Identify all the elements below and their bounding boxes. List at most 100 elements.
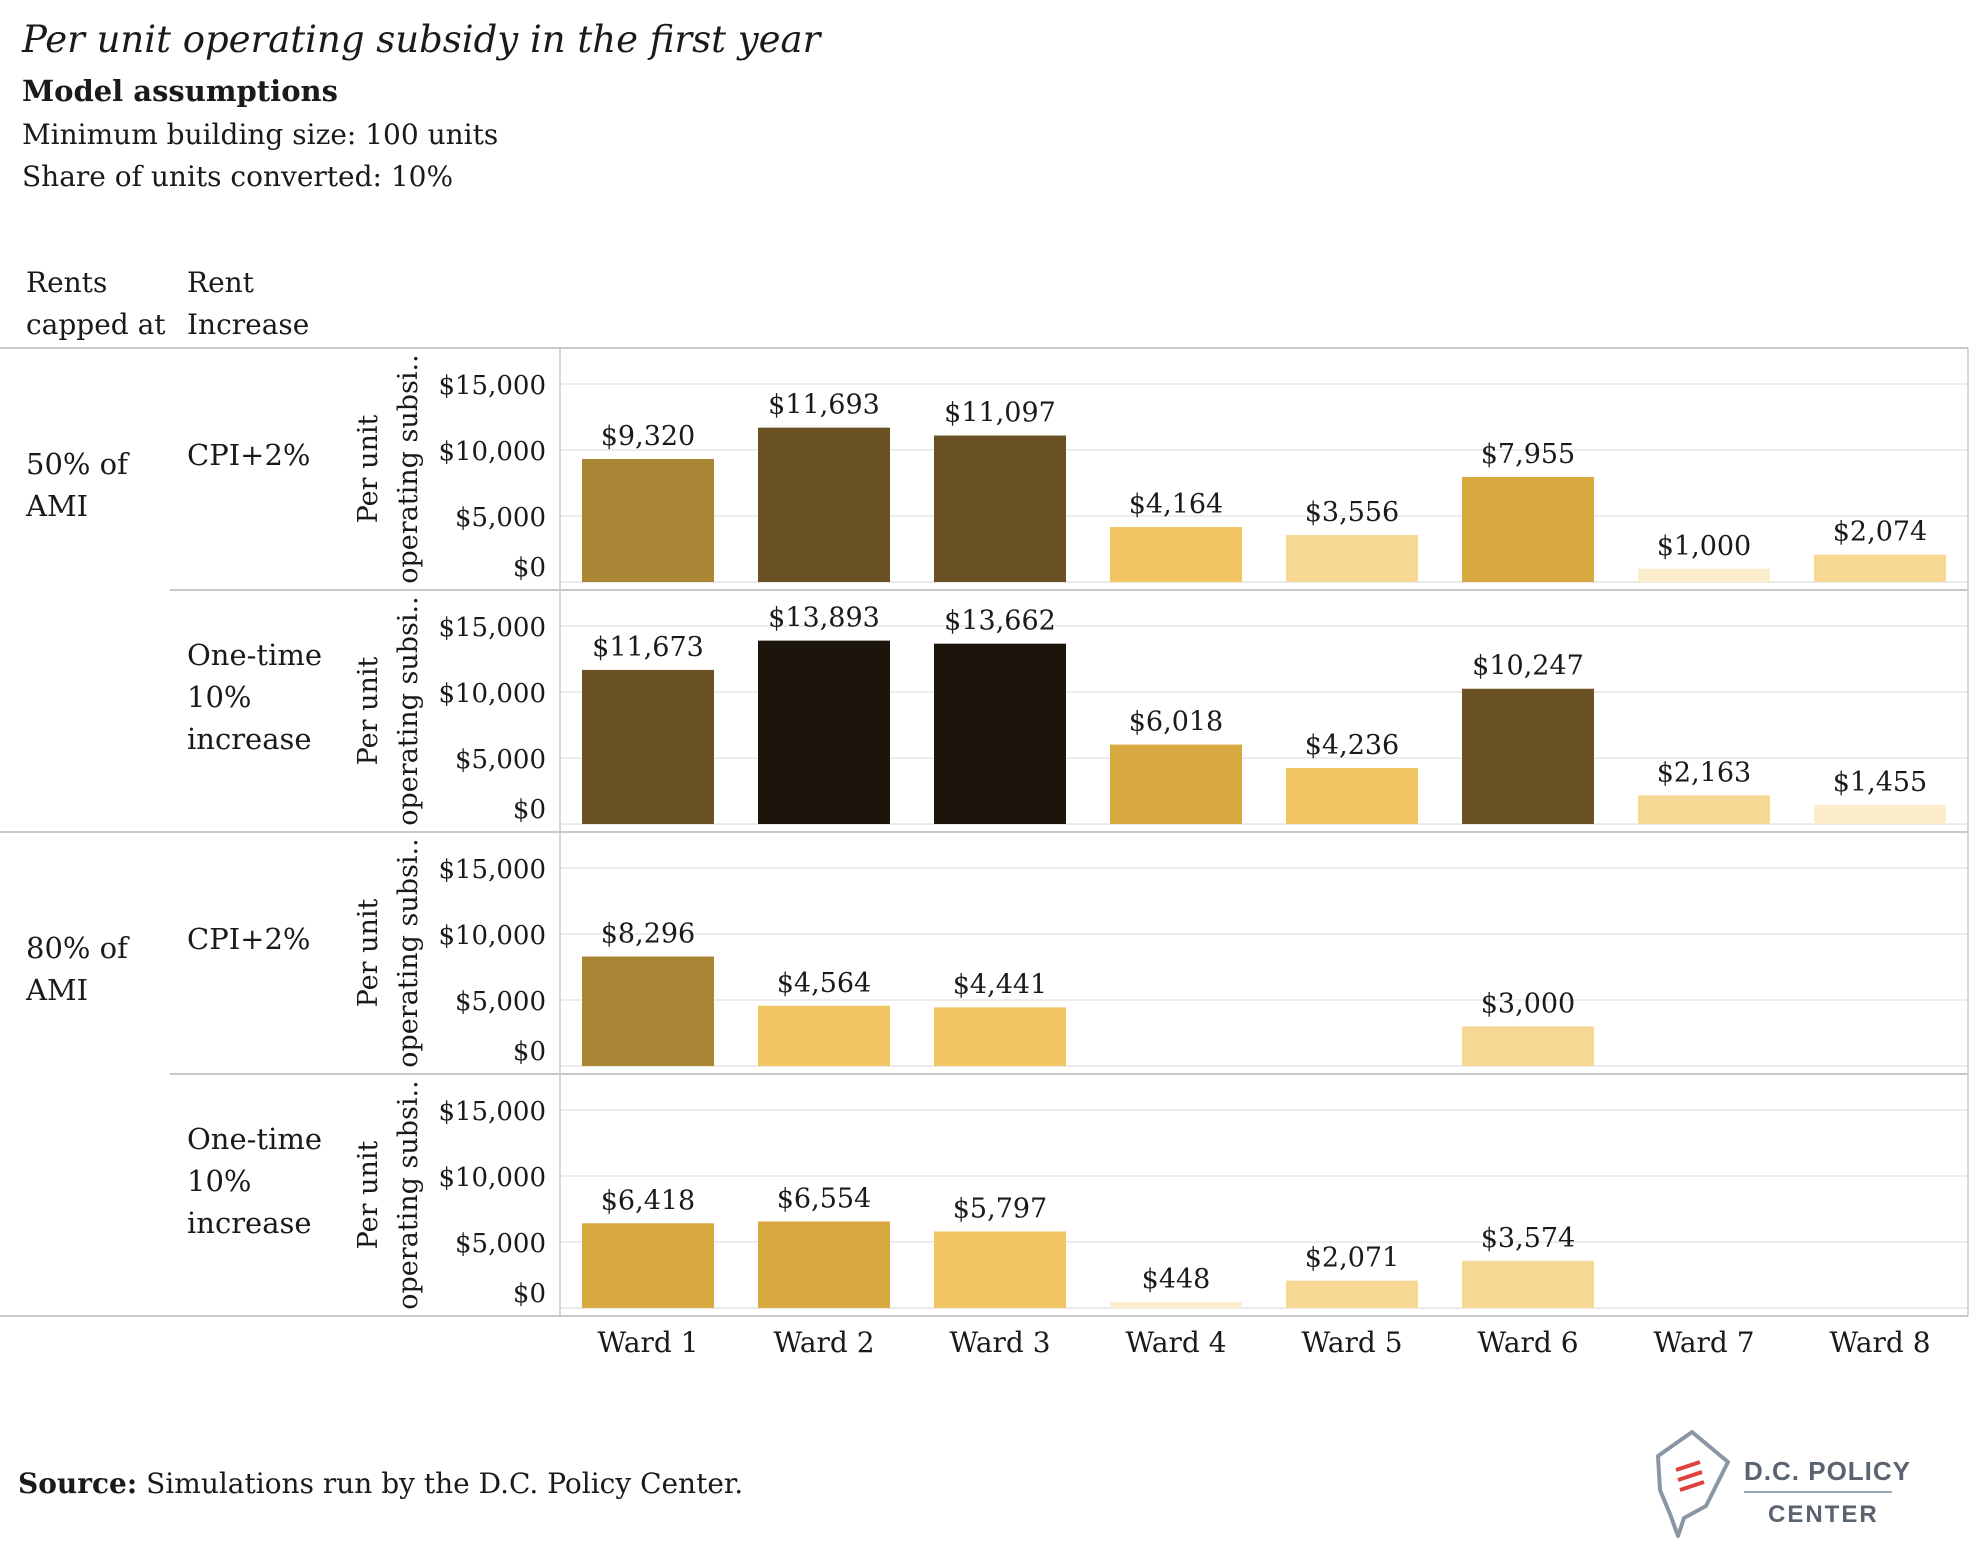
y-tick-label: $5,000 — [455, 503, 546, 533]
chart-title: Per unit operating subsidy in the first … — [22, 18, 821, 61]
data-label: $1,000 — [1657, 531, 1751, 562]
data-label: $10,247 — [1472, 651, 1584, 682]
row-label-rents-capped: AMI — [25, 973, 88, 1007]
bar — [1462, 476, 1594, 582]
row-label-rents-capped: 80% of — [26, 931, 130, 965]
bar — [1638, 795, 1770, 824]
logo-text-line1: D.C. POLICY — [1744, 1456, 1911, 1486]
data-label: $6,418 — [601, 1185, 695, 1216]
data-label: $6,018 — [1129, 707, 1223, 738]
bar — [1110, 527, 1242, 582]
bar — [934, 1007, 1066, 1066]
bar — [1110, 744, 1242, 824]
bar — [582, 1223, 714, 1308]
y-axis-title: Per unit — [353, 899, 384, 1008]
data-label: $13,662 — [944, 606, 1056, 637]
row-label-rent-increase: CPI+2% — [187, 922, 310, 956]
x-tick-label: Ward 1 — [597, 1326, 698, 1359]
row-label-rents-capped: 50% of — [26, 447, 130, 481]
y-tick-label: $5,000 — [455, 745, 546, 775]
data-label: $3,556 — [1305, 497, 1399, 528]
bar — [1286, 1280, 1418, 1308]
logo-text-line2: CENTER — [1768, 1501, 1879, 1528]
bar — [758, 640, 890, 824]
data-label: $11,693 — [768, 390, 880, 421]
header-rent-increase: Increase — [187, 308, 309, 341]
chart-subtitle: Model assumptions — [22, 74, 338, 108]
bar — [1286, 768, 1418, 824]
bar — [934, 435, 1066, 582]
bar — [1814, 554, 1946, 582]
y-axis-title: Per unit — [353, 1141, 384, 1250]
data-label: $2,163 — [1657, 757, 1751, 788]
y-tick-label: $0 — [513, 795, 546, 825]
bar — [1462, 1026, 1594, 1066]
x-tick-label: Ward 8 — [1829, 1326, 1930, 1359]
data-label: $3,000 — [1481, 988, 1575, 1019]
x-tick-label: Ward 6 — [1477, 1326, 1578, 1359]
bar — [1462, 688, 1594, 824]
row-label-rent-increase: One-time — [187, 638, 322, 672]
source-text: Simulations run by the D.C. Policy Cente… — [146, 1467, 744, 1500]
bar — [758, 1005, 890, 1066]
row-label-rents-capped: AMI — [25, 489, 88, 523]
bar — [1638, 568, 1770, 582]
y-tick-label: $15,000 — [438, 1097, 546, 1127]
y-axis-title: Per unit — [353, 657, 384, 766]
y-tick-label: $5,000 — [455, 987, 546, 1017]
y-tick-label: $15,000 — [438, 855, 546, 885]
row-label-rent-increase: CPI+2% — [187, 438, 310, 472]
bar — [1286, 535, 1418, 582]
x-tick-label: Ward 5 — [1301, 1326, 1402, 1359]
header-rents-capped-at: capped at — [26, 308, 166, 341]
y-tick-label: $0 — [513, 553, 546, 583]
y-tick-label: $5,000 — [455, 1229, 546, 1259]
data-label: $448 — [1142, 1264, 1211, 1295]
assumption-share-converted: Share of units converted: 10% — [22, 160, 454, 193]
x-tick-label: Ward 4 — [1125, 1326, 1226, 1359]
row-label-rent-increase: increase — [187, 1206, 312, 1240]
y-tick-label: $10,000 — [438, 437, 546, 467]
y-axis-title: Per unit — [353, 415, 384, 524]
y-tick-label: $10,000 — [438, 921, 546, 951]
dc-policy-center-logo: D.C. POLICY CENTER — [1656, 1430, 1911, 1538]
header-rents-capped-at: Rents — [26, 266, 107, 299]
data-label: $2,074 — [1833, 517, 1927, 548]
bar — [1814, 804, 1946, 824]
data-label: $4,164 — [1129, 489, 1223, 520]
data-label: $2,071 — [1305, 1243, 1399, 1274]
row-label-rent-increase: 10% — [187, 680, 251, 714]
header-rent-increase: Rent — [187, 266, 255, 299]
y-tick-label: $15,000 — [438, 613, 546, 643]
data-label: $9,320 — [601, 421, 695, 452]
data-label: $4,236 — [1305, 730, 1399, 761]
data-label: $4,441 — [953, 969, 1047, 1000]
assumption-building-size: Minimum building size: 100 units — [22, 118, 499, 151]
y-axis-title: operating subsi.. — [393, 354, 424, 583]
data-label: $3,574 — [1481, 1223, 1575, 1254]
bar — [582, 669, 714, 824]
y-tick-label: $10,000 — [438, 679, 546, 709]
data-label: $11,097 — [944, 398, 1056, 429]
y-tick-label: $0 — [513, 1279, 546, 1309]
x-tick-label: Ward 3 — [949, 1326, 1050, 1359]
bar — [758, 1221, 890, 1308]
bar — [934, 1231, 1066, 1308]
dc-map-icon — [1656, 1430, 1730, 1538]
y-tick-label: $15,000 — [438, 371, 546, 401]
data-label: $5,797 — [953, 1193, 1047, 1224]
data-label: $1,455 — [1833, 767, 1927, 798]
x-tick-label: Ward 2 — [773, 1326, 874, 1359]
bar — [758, 427, 890, 582]
bar — [582, 458, 714, 582]
bar — [1110, 1302, 1242, 1308]
bar — [582, 956, 714, 1066]
data-label: $7,955 — [1481, 439, 1575, 470]
data-label: $6,554 — [777, 1183, 871, 1214]
x-tick-label: Ward 7 — [1653, 1326, 1754, 1359]
bar — [934, 643, 1066, 824]
data-label: $4,564 — [777, 968, 871, 999]
data-label: $11,673 — [592, 632, 704, 663]
row-label-rent-increase: increase — [187, 722, 312, 756]
